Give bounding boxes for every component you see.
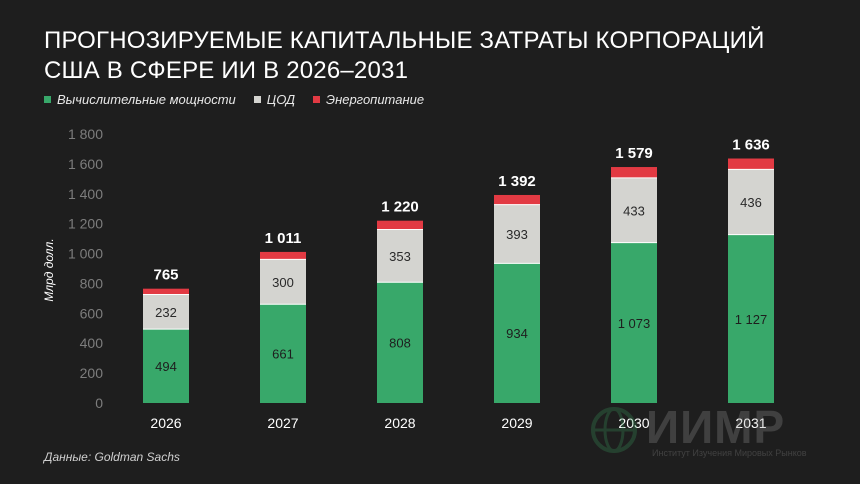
chart-title: Прогнозируемые капитальные затраты корпо… [44, 27, 765, 84]
y-tick-label: 1 800 [68, 126, 103, 142]
legend-label-power: Энергопитание [326, 92, 425, 107]
legend-item-compute: Вычислительные мощности [44, 92, 236, 107]
y-tick-label: 1 000 [68, 246, 103, 262]
data-label: 393 [506, 227, 528, 242]
data-label: 232 [155, 305, 177, 320]
data-label: 436 [740, 195, 762, 210]
bar-segment-compute [143, 329, 189, 403]
bar-segment-datacenter [260, 259, 306, 305]
legend-swatch-compute [44, 96, 51, 103]
y-tick-label: 1 600 [68, 156, 103, 172]
y-tick-label: 400 [80, 335, 104, 351]
bar-segment-power [143, 288, 189, 295]
bar-segment-compute [728, 234, 774, 403]
bar-segment-datacenter [143, 294, 189, 330]
bar-segment-compute [260, 304, 306, 403]
x-tick-label: 2027 [267, 415, 298, 431]
y-tick-label: 0 [95, 395, 103, 411]
x-tick-label: 2026 [150, 415, 181, 431]
watermark-logo: ИИМР [646, 401, 786, 453]
total-label: 1 011 [265, 230, 302, 247]
legend-item-datacenter: ЦОД [253, 92, 296, 107]
total-label: 1 392 [498, 173, 536, 190]
bar-segment-datacenter [494, 204, 540, 264]
x-tick-label: 2028 [384, 415, 415, 431]
bar-segment-power [260, 251, 306, 260]
data-label: 353 [389, 249, 411, 264]
bar-segment-datacenter [728, 169, 774, 235]
bar-segment-datacenter [377, 229, 423, 283]
legend: Вычислительные мощности ЦОД Энергопитани… [44, 92, 424, 107]
data-label: 934 [506, 326, 528, 341]
total-label: 1 220 [381, 199, 419, 216]
legend-swatch-datacenter [253, 96, 261, 103]
bar-segment-compute [611, 242, 657, 403]
total-label: 1 636 [732, 137, 770, 154]
globe-icon [591, 407, 637, 453]
legend-label-datacenter: ЦОД [266, 92, 296, 107]
legend-item-power: Энергопитание [313, 92, 424, 107]
data-label: 1 127 [735, 312, 768, 327]
y-tick-label: 200 [80, 365, 104, 381]
bar-segment-power [494, 194, 540, 205]
data-label: 494 [155, 359, 177, 374]
y-tick-label: 1 200 [68, 216, 103, 232]
watermark: ИИМР Институт Изучения Мировых Рынков [590, 401, 830, 462]
total-label: 765 [153, 267, 178, 284]
data-label: 661 [272, 347, 294, 362]
y-axis-title: Млрд долл. [42, 238, 56, 301]
bar-segment-compute [494, 263, 540, 403]
data-label: 433 [623, 203, 645, 218]
data-label: 1 073 [618, 316, 651, 331]
legend-swatch-power [313, 96, 321, 103]
data-label: 808 [389, 336, 411, 351]
x-tick-label: 2031 [735, 415, 766, 431]
y-tick-label: 800 [80, 275, 104, 291]
y-tick-label: 1 400 [68, 186, 103, 202]
legend-label-compute: Вычислительные мощности [57, 92, 236, 107]
watermark-subtitle: Институт Изучения Мировых Рынков [652, 448, 807, 458]
bar-segment-datacenter [611, 177, 657, 243]
bar-segment-power [611, 167, 657, 178]
source-note: Данные: Goldman Sachs [44, 450, 180, 464]
y-tick-label: 600 [80, 305, 104, 321]
bar-segment-compute [377, 282, 423, 403]
x-tick-label: 2029 [501, 415, 532, 431]
bar-segment-power [377, 220, 423, 230]
x-tick-label: 2030 [618, 415, 649, 431]
total-label: 1 579 [615, 145, 653, 162]
bar-segment-power [728, 158, 774, 170]
data-label: 300 [272, 275, 294, 290]
